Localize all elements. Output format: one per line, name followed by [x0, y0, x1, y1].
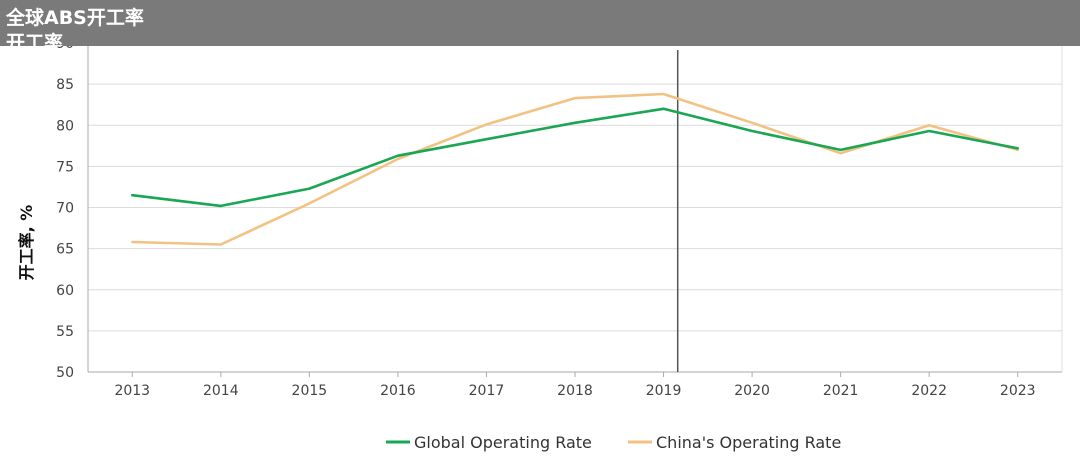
y-tick-label: 60 — [56, 283, 74, 299]
y-tick-label: 75 — [56, 159, 74, 175]
legend-label-china: China's Operating Rate — [656, 433, 841, 452]
chart-svg: 9085807570656055502013201420152016201720… — [0, 0, 1080, 469]
chart-subtitle: 开工率 — [6, 31, 63, 46]
x-tick-label: 2022 — [911, 383, 947, 399]
y-tick-label: 65 — [56, 242, 74, 258]
x-tick-label: 2014 — [203, 383, 239, 399]
x-tick-label: 2018 — [557, 383, 593, 399]
y-axis-label: 开工率, % — [17, 205, 36, 281]
series-line-global — [132, 109, 1017, 206]
y-tick-label: 85 — [56, 77, 74, 93]
series-line-china — [132, 94, 1017, 245]
x-tick-label: 2020 — [734, 383, 770, 399]
x-tick-label: 2016 — [380, 383, 416, 399]
x-tick-label: 2019 — [646, 383, 682, 399]
y-tick-label: 80 — [56, 118, 74, 134]
y-tick-label: 70 — [56, 201, 74, 217]
x-tick-label: 2021 — [823, 383, 859, 399]
y-tick-label: 55 — [56, 324, 74, 340]
x-tick-label: 2015 — [292, 383, 328, 399]
chart-title: 全球ABS开工率 — [6, 6, 144, 30]
x-tick-label: 2017 — [469, 383, 505, 399]
title-banner: 全球ABS开工率 开工率 — [0, 0, 1080, 46]
y-tick-label: 50 — [56, 365, 74, 381]
x-tick-label: 2013 — [114, 383, 150, 399]
legend-label-global: Global Operating Rate — [414, 433, 592, 452]
chart: 9085807570656055502013201420152016201720… — [0, 0, 1080, 469]
x-tick-label: 2023 — [1000, 383, 1036, 399]
